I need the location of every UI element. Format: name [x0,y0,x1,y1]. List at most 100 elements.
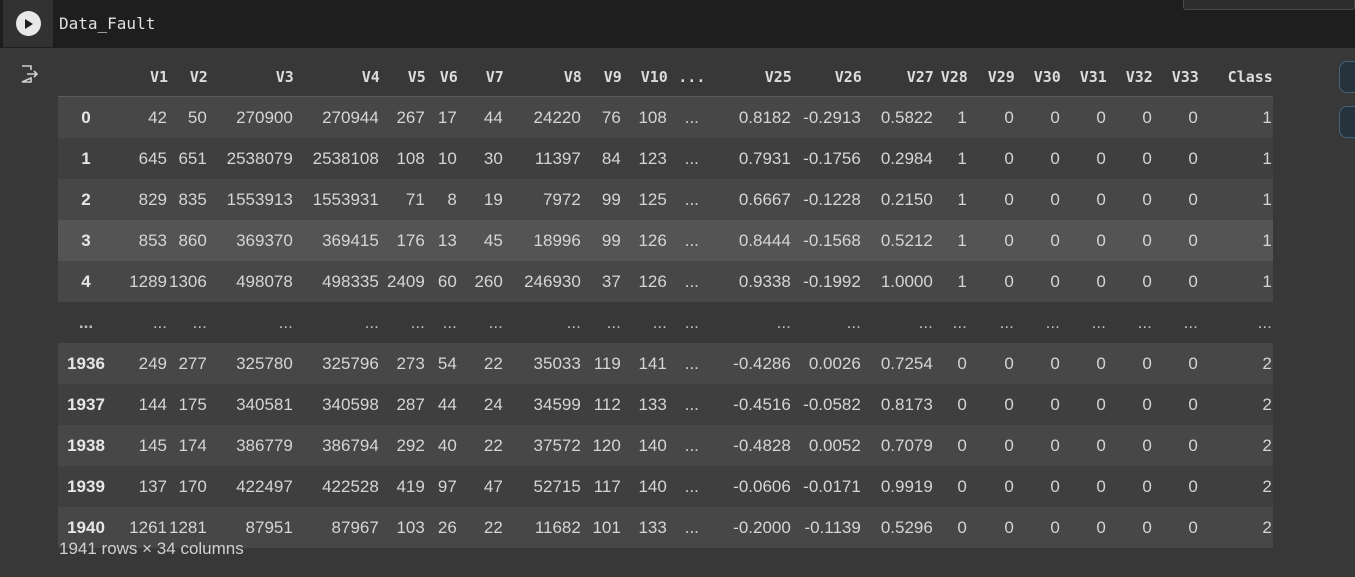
table-cell: 277 [178,353,207,373]
table-cell: 1 [957,271,967,291]
column-header: V3 [207,58,294,97]
table-cell: -0.1139 [804,517,861,537]
code-cell[interactable]: Data_Fault [0,0,1355,48]
table-cell: 18996 [533,230,581,250]
table-cell: 386794 [322,435,379,455]
table-cell: 71 [405,189,425,209]
table-cell: ... [606,312,621,332]
column-header: V27 [861,58,934,97]
table-cell: 267 [396,107,425,127]
table-cell: ... [918,312,933,332]
table-cell: 0 [1188,476,1198,496]
table-cell: 260 [474,271,503,291]
table-cell: -0.1992 [803,271,861,291]
table-cell: 87951 [245,517,293,537]
column-header: Class [1198,58,1273,97]
table-header-row: V1 V2 V3 V4 V5 V6 V7 V8 V9 V10... V25 V26 V27 V28 V29 V… [58,58,1273,97]
column-header: V29 [967,58,1015,97]
row-index: ... [78,312,94,332]
table-cell: 133 [638,517,667,537]
table-cell: 19 [483,189,503,209]
table-cell: 30 [483,148,503,168]
cell-toolbar[interactable] [1183,0,1355,10]
table-cell: 1 [957,107,967,127]
table-cell: 0 [1096,353,1106,373]
table-cell: 270944 [322,107,379,127]
column-header: V10 [621,58,668,97]
table-cell: 0 [1142,517,1152,537]
table-view-button[interactable] [1339,61,1355,93]
table-cell: 1 [1262,148,1272,168]
table-cell: 0.8182 [738,107,791,127]
table-cell: ... [1137,312,1152,332]
table-cell: 0 [1050,353,1060,373]
table-cell: ... [684,435,699,455]
table-cell: 498335 [322,271,379,291]
table-cell: 52715 [533,476,581,496]
row-index: 1 [81,148,91,168]
table-cell: ... [192,312,207,332]
table-cell: ... [410,312,425,332]
table-cell: 22 [483,517,503,537]
table-cell: 498078 [236,271,293,291]
table-cell: 2 [1262,435,1272,455]
run-cell-button[interactable] [3,0,53,47]
table-cell: 0 [1188,517,1198,537]
table-cell: 54 [437,353,457,373]
table-cell: 1261 [129,517,167,537]
row-index: 1939 [67,476,105,496]
table-cell: 22 [483,353,503,373]
table-cell: 0.2150 [880,189,933,209]
table-cell: 1553931 [312,189,379,209]
table-cell: 119 [593,353,621,373]
table-cell: 24 [483,394,503,414]
table-cell: 47 [483,476,503,496]
table-cell: 340598 [322,394,379,414]
table-cell: 0 [1004,230,1014,250]
table-cell: 2409 [387,271,425,291]
chart-view-button[interactable] [1339,106,1355,138]
table-cell: ... [684,517,699,537]
code-editor[interactable]: Data_Fault [59,14,156,33]
table-cell: ... [152,312,167,332]
column-header: V6 [425,58,458,97]
table-cell: 0 [1050,107,1060,127]
output-redirect-icon[interactable] [19,64,39,89]
table-cell: 0 [1004,189,1014,209]
table-cell: 292 [396,435,425,455]
table-cell: 101 [592,517,621,537]
table-cell: ... [999,312,1014,332]
table-cell: 246930 [524,271,581,291]
table-row: 1 645 651 2538079 2538108 108 10 30 11397 84 123..… [58,138,1273,179]
table-cell: 13 [437,230,457,250]
table-cell: 45 [483,230,503,250]
table-cell: 0 [1050,148,1060,168]
table-cell: 117 [593,476,621,496]
column-header: V32 [1106,58,1153,97]
table-cell: 137 [138,476,167,496]
table-cell: 835 [178,189,207,209]
table-cell: 2538108 [312,148,379,168]
column-header: V4 [293,58,380,97]
table-cell: 60 [437,271,457,291]
table-cell: 2538079 [226,148,293,168]
table-cell: 0 [1142,435,1152,455]
dataframe-shape-label: 1941 rows × 34 columns [59,539,244,558]
table-cell: 99 [601,189,621,209]
table-cell: 0 [1142,271,1152,291]
table-cell: 0.5296 [880,517,933,537]
table-cell: 50 [187,107,207,127]
table-cell: 0 [1004,517,1014,537]
table-cell: 0.2984 [880,148,933,168]
column-header: V33 [1152,58,1199,97]
table-cell: 8 [447,189,457,209]
table-cell: ... [684,271,699,291]
table-cell: 120 [592,435,621,455]
table-row: 3 853 860 369370 369415 176 13 45 18996 99 126... 0… [58,220,1273,261]
table-cell: -0.1228 [803,189,861,209]
table-cell: 0 [1050,517,1060,537]
table-cell: 1306 [169,271,207,291]
table-cell: 0 [1096,271,1106,291]
table-cell: ... [952,312,967,332]
table-cell: 40 [437,435,457,455]
